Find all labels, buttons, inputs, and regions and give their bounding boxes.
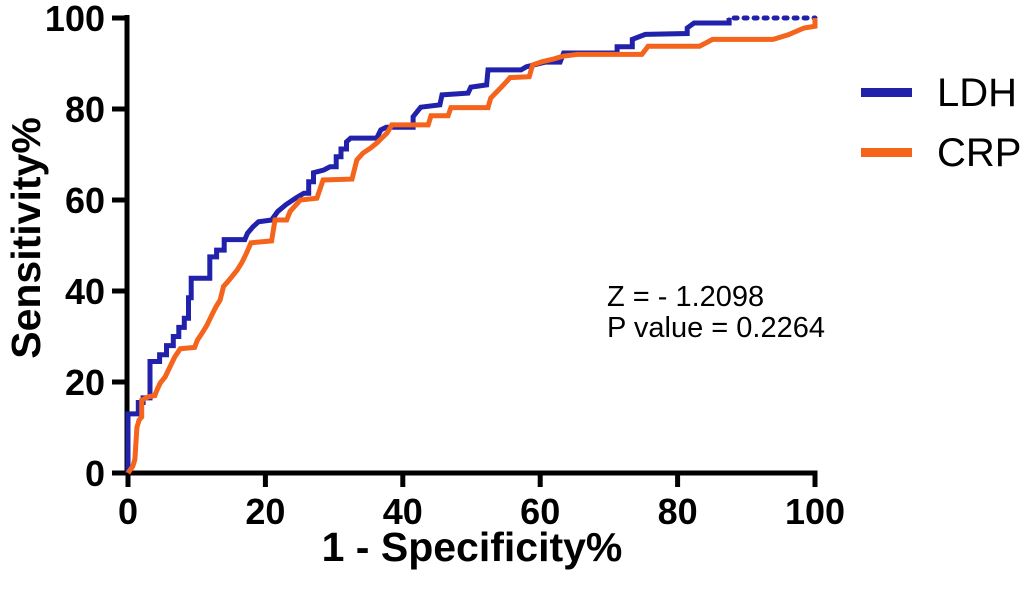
x-axis-title: 1 - Specificity%: [322, 524, 623, 570]
legend: LDH CRP: [861, 71, 1020, 175]
x-tick-label: 60: [520, 491, 560, 532]
x-tick-label: 0: [118, 491, 138, 532]
y-tick-label: 100: [45, 0, 105, 39]
legend-swatch-ldh: [861, 88, 912, 97]
legend-label-ldh: LDH: [937, 71, 1017, 115]
roc-curve-ldh-dotted-tail: [726, 15, 818, 26]
y-tick-label: 60: [65, 180, 105, 221]
roc-curves: [125, 15, 818, 475]
legend-label-crp: CRP: [937, 131, 1020, 175]
y-tick-label: 80: [65, 89, 105, 130]
annotation-p-value: P value = 0.2264: [607, 312, 825, 344]
roc-curve-ldh: [125, 18, 732, 473]
y-tick-label: 40: [65, 271, 105, 312]
y-tick-label: 0: [85, 453, 105, 494]
roc-curve-crp: [125, 18, 818, 475]
legend-swatch-crp: [861, 148, 912, 157]
axes: 0 20 40 60 80 100 0 20 40 60 80 100: [45, 0, 845, 532]
x-tick-label: 80: [658, 491, 698, 532]
annotation-z-value: Z = - 1.2098: [607, 281, 764, 313]
y-tick-label: 20: [65, 362, 105, 403]
x-tick-label: 100: [785, 491, 845, 532]
x-tick-label: 40: [383, 491, 423, 532]
x-tick-label: 20: [245, 491, 285, 532]
y-axis-title: Sensitivity%: [3, 117, 49, 359]
